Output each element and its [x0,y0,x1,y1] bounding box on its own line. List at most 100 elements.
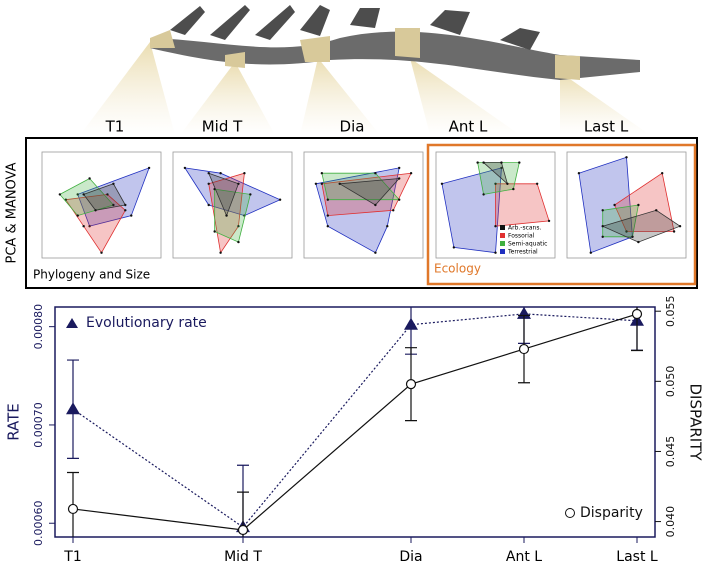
y-tick-label: 0.00070 [32,402,45,448]
pca-point [213,230,216,233]
pca-point [237,182,240,185]
legend-label: Fossorial [508,233,535,240]
y2-tick-label: 0.055 [664,295,677,327]
pca-point [374,172,377,175]
pca-hull [65,193,126,254]
y-axis-title: RATE [5,403,23,441]
legend-label: Semi-aquatic [508,241,547,248]
pca-point [494,225,497,228]
ecology-frame [426,143,697,286]
pca-point [398,177,401,180]
vertebra-label: Ant L [449,118,488,136]
pca-point [219,172,222,175]
pca-point [130,214,133,217]
pca-point [661,172,664,175]
pca-point [82,193,85,196]
pca-point [82,225,85,228]
pca-point [512,187,515,191]
pca-point [601,209,604,212]
pca-point [76,193,79,196]
pca-hull [207,172,239,217]
legend-label: Evolutionary rate [86,315,207,331]
legend-swatch [500,249,505,254]
vertebra-label: T1 [105,118,125,136]
pca-hull [315,167,400,254]
pca-point [88,225,91,228]
pca-point [506,182,509,185]
pca-point [482,193,485,196]
pca-point [398,166,401,170]
point [66,402,80,415]
pca-point [106,193,109,196]
pca-point [278,198,282,201]
pca-point [338,182,341,185]
vertebra-label: Dia [340,118,365,136]
pca-point [124,203,127,207]
legend-swatch [500,225,505,230]
y2-axis-title: DISPARITY [687,383,705,461]
pca-point [577,172,581,175]
pca-point [225,214,228,217]
y-tick-label: 0.00060 [32,500,45,546]
legend-label: Terrestrial [507,249,538,256]
pca-point [243,172,246,175]
pca-point [112,182,115,185]
pca-point [219,251,222,254]
pca-point [314,182,318,185]
pca-point [207,172,210,175]
pca-point [500,166,503,170]
pca-point [631,235,634,238]
legend-label: Arb.-scans. [508,225,541,232]
pca-plot [41,151,162,259]
pca-point [76,214,79,217]
pca-point [625,230,628,233]
pca-point [249,193,252,196]
pca-point [535,182,539,185]
pca-point [386,225,389,228]
pca-point [601,235,604,238]
pca-point [183,166,187,170]
point [631,308,643,320]
pca-point [601,225,604,228]
group-label: Ecology [434,262,481,276]
plot-area [66,307,644,537]
pca-point [678,225,682,228]
pca-point [672,230,676,233]
pca-point [482,161,485,164]
pca-point [320,172,324,175]
pca-point [320,182,324,185]
legend-swatch [500,233,505,238]
pca-point [100,251,103,254]
pca-plot [566,151,687,259]
pca-hull [482,162,509,186]
x-tick-label: Mid T [224,549,262,565]
side-label: PCA & MANOVA [5,162,20,263]
pca-point [518,161,521,164]
pca-point [112,203,115,207]
pca-point [625,156,628,159]
pca-point [637,203,640,207]
y2-tick-label: 0.045 [664,436,677,468]
pca-point [409,172,413,175]
point [404,317,418,330]
y2-tick-label: 0.050 [664,366,677,398]
pca-point [494,251,497,254]
y2-tick-label: 0.040 [664,506,677,538]
pca-point [374,203,377,207]
legend-marker [565,508,575,518]
pca-point [547,219,551,223]
pca-point [440,182,444,185]
legend-label: Disparity [580,505,643,521]
pca-point [637,240,640,244]
pca-point [392,209,395,212]
pca-point [398,198,401,201]
x-tick-label: Ant L [506,549,542,565]
point [518,343,530,355]
series-line [72,313,638,528]
vertebra-label: Last L [584,118,629,136]
point [67,503,79,515]
series-line [72,313,638,531]
pca-point [500,161,503,164]
x-tick-label: Dia [399,549,422,565]
